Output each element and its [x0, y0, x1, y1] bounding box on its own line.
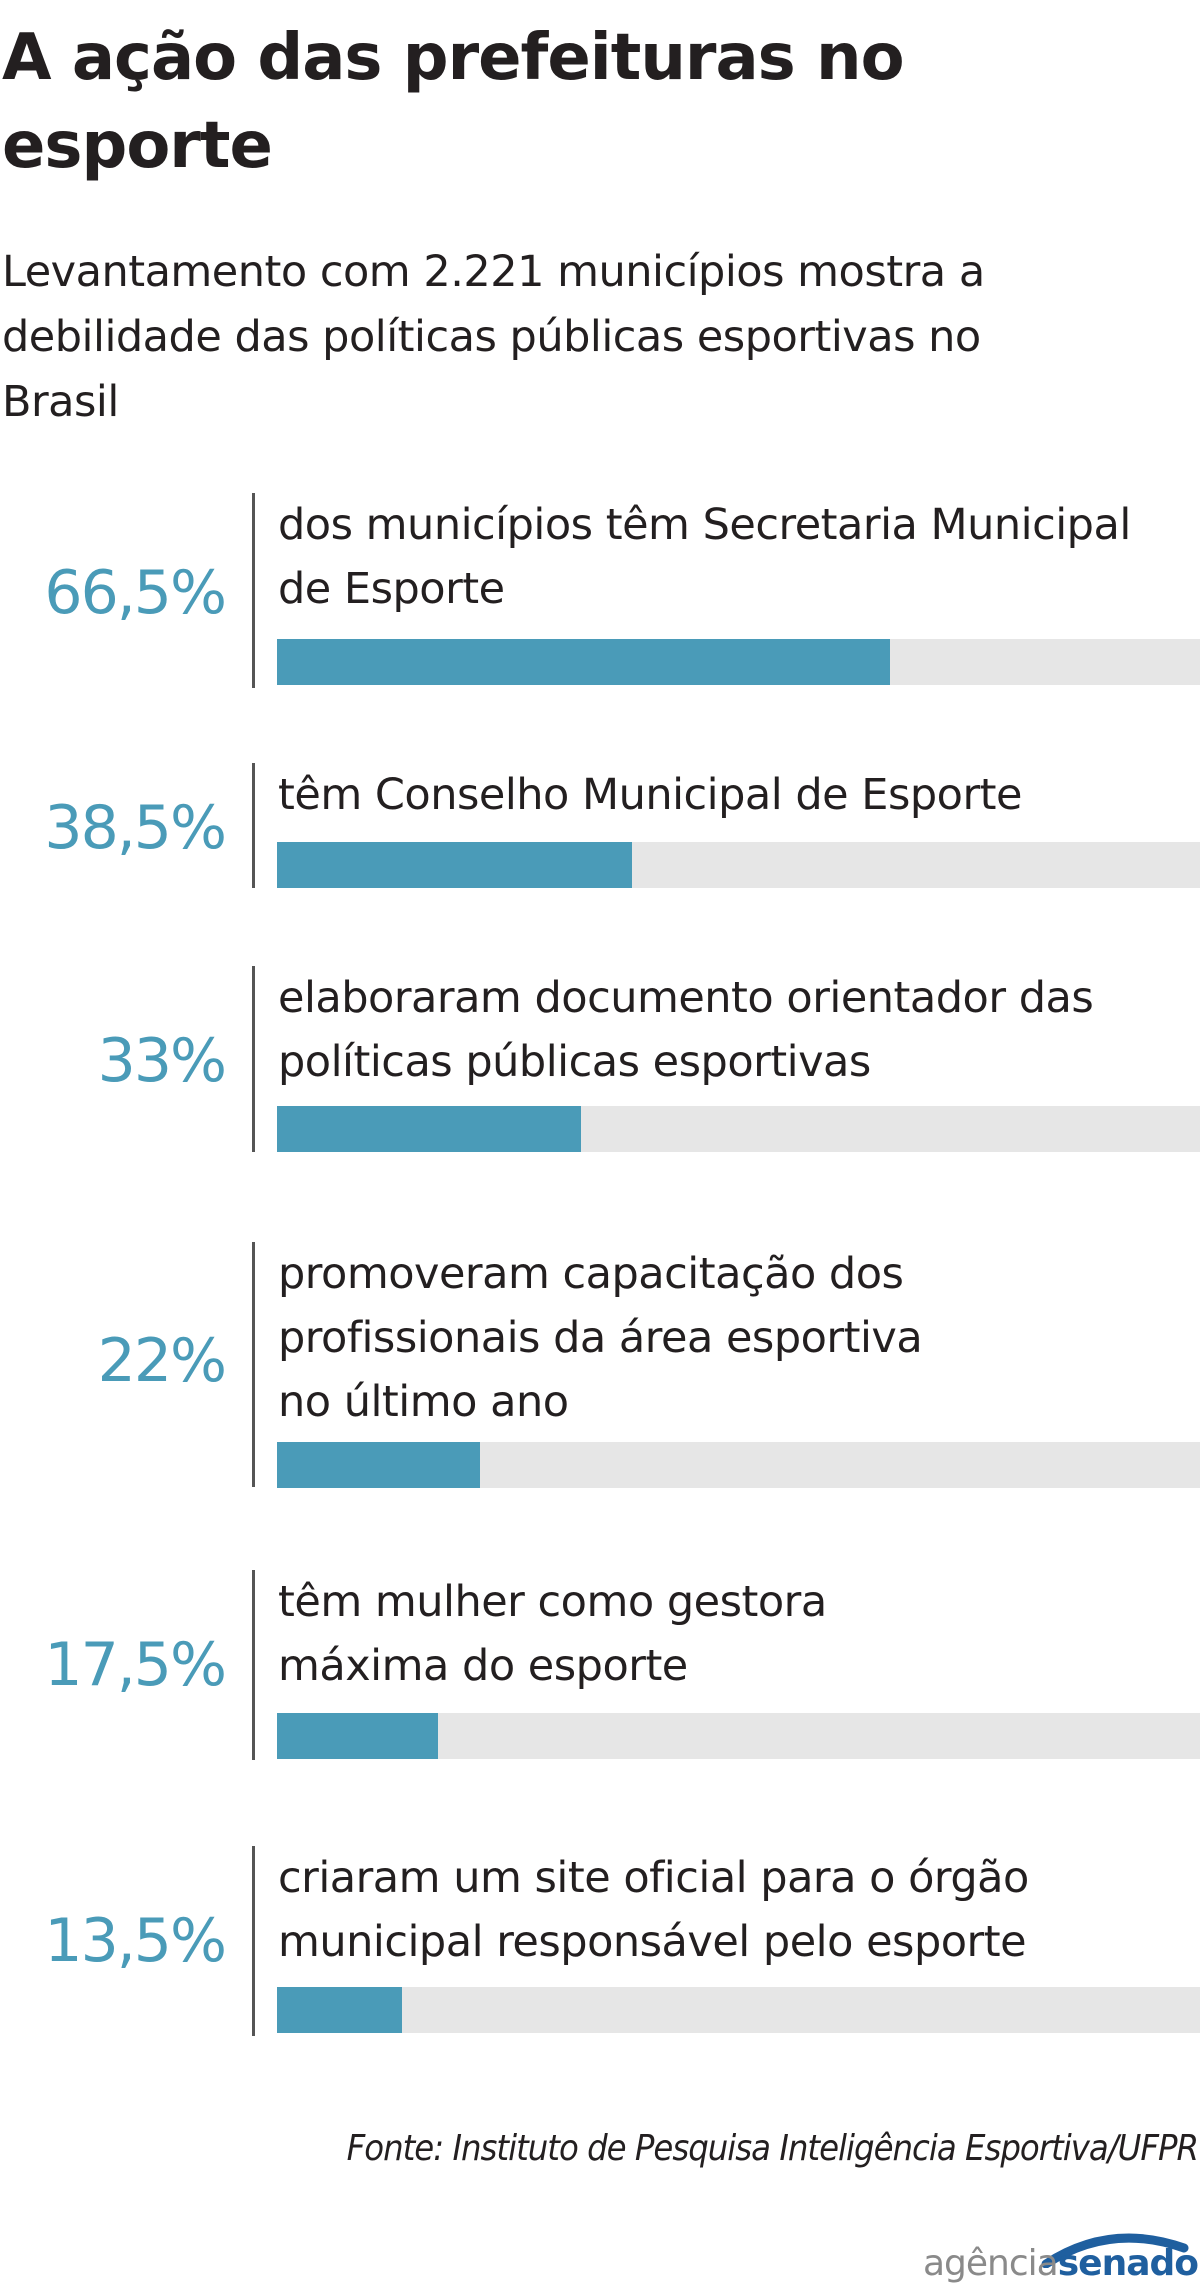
chart-title: A ação das prefeituras no esporte [2, 21, 905, 183]
category-label: têm mulher como gestora máxima do esport… [278, 1577, 827, 1691]
bar-row: 17,5% têm mulher como gestora máxima do … [0, 1570, 1200, 1760]
category-label: dos municípios têm Secretaria Municipal … [278, 500, 1131, 614]
bar [277, 639, 891, 685]
bar-track [277, 842, 1200, 888]
logo-part-agencia: agência [922, 2243, 1059, 2284]
category-label: promoveram capacitação dos profissionais… [278, 1249, 923, 1427]
value-label: 17,5% [44, 1630, 227, 1700]
row-divider [252, 966, 255, 1152]
category-label: criaram um site oficial para o órgão mun… [278, 1853, 1029, 1967]
logo-part-senado: senado [1057, 2243, 1199, 2284]
category-label: elaboraram documento orientador das polí… [278, 973, 1094, 1087]
logo-arc-icon [1041, 2233, 1189, 2268]
value-label: 38,5% [44, 793, 227, 863]
agencia-senado-logo: agênciasenado [888, 2224, 1199, 2288]
bar [277, 1713, 439, 1759]
value-label: 66,5% [44, 558, 227, 628]
bar-track [277, 1106, 1200, 1152]
bar [277, 842, 633, 888]
bar-track [277, 1713, 1200, 1759]
bar-row: 13,5% criaram um site oficial para o órg… [0, 1846, 1200, 2036]
row-divider [252, 763, 255, 888]
bar-row: 22% promoveram capacitação dos profissio… [0, 1242, 1200, 1488]
row-divider [252, 1570, 255, 1760]
bar-row: 33% elaboraram documento orientador das … [0, 966, 1200, 1152]
bar-row: 38,5% têm Conselho Municipal de Esporte [0, 763, 1200, 888]
value-label: 33% [97, 1026, 227, 1096]
value-label: 22% [97, 1326, 227, 1396]
bar-track [277, 1987, 1200, 2033]
row-divider [252, 493, 255, 688]
bar-track [277, 1442, 1200, 1488]
chart-subtitle: Levantamento com 2.221 municípios mostra… [2, 247, 985, 427]
category-label: têm Conselho Municipal de Esporte [278, 770, 1022, 820]
row-divider [252, 1846, 255, 2036]
bar [277, 1442, 480, 1488]
row-divider [252, 1242, 255, 1487]
value-label: 13,5% [44, 1906, 227, 1976]
bar [277, 1987, 402, 2033]
bar-row: 66,5% dos municípios têm Secretaria Muni… [0, 493, 1200, 688]
logo-text: agênciasenado [922, 2243, 1199, 2284]
source-note: Fonte: Instituto de Pesquisa Inteligênci… [346, 2128, 1199, 2169]
bar [277, 1106, 582, 1152]
bar-track [277, 639, 1200, 685]
